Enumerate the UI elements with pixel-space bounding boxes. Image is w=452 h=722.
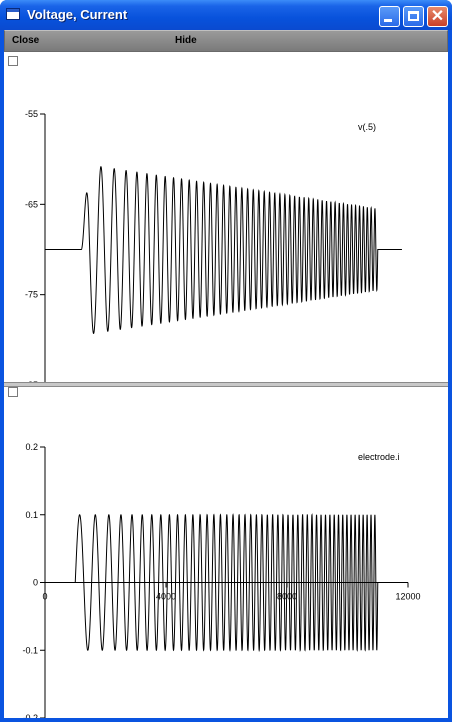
minimize-icon [384,19,392,22]
current-trace [45,513,408,653]
y-tick-label: -75 [25,290,38,300]
close-menu-button[interactable]: Close [12,35,40,46]
y-tick-label: -85 [25,380,38,382]
voltage-trace [45,166,402,334]
hide-menu-button[interactable]: Hide [175,35,197,46]
x-tick-label: 12000 [395,592,420,602]
panel-select-checkbox[interactable] [8,56,18,66]
title-bar[interactable]: Voltage, Current ✕ [0,0,452,30]
window-client-area: Close Hide -55-65-75-8504000800012000 v(… [4,30,448,718]
x-tick-label: 0 [42,592,47,602]
panel-divider[interactable] [4,382,448,387]
voltage-plot: -55-65-75-8504000800012000 v(.5) [25,109,402,382]
y-tick-label: -55 [25,109,38,119]
y-tick-label: 0 [33,578,38,588]
current-legend-label: electrode.i [358,452,400,462]
maximize-button[interactable] [403,6,424,27]
y-tick-label: -65 [25,199,38,209]
minimize-button[interactable] [379,6,400,27]
x-tick-label: 4000 [156,592,176,602]
window-app-icon [6,8,20,20]
y-tick-label: -0.1 [22,645,38,655]
close-icon: ✕ [430,8,445,25]
y-tick-label: 0.2 [25,442,38,452]
menu-bar: Close Hide [4,30,448,52]
maximize-icon [408,11,419,21]
voltage-legend-label: v(.5) [358,122,376,132]
y-tick-label: -0.2 [22,713,38,718]
close-window-button[interactable]: ✕ [427,6,448,27]
panel-select-checkbox[interactable] [8,387,18,397]
y-tick-label: 0.1 [25,510,38,520]
window-title: Voltage, Current [27,7,128,22]
current-plot: 0.20.10-0.1-0.20 4000 8000 12000 electrode.… [22,442,421,718]
